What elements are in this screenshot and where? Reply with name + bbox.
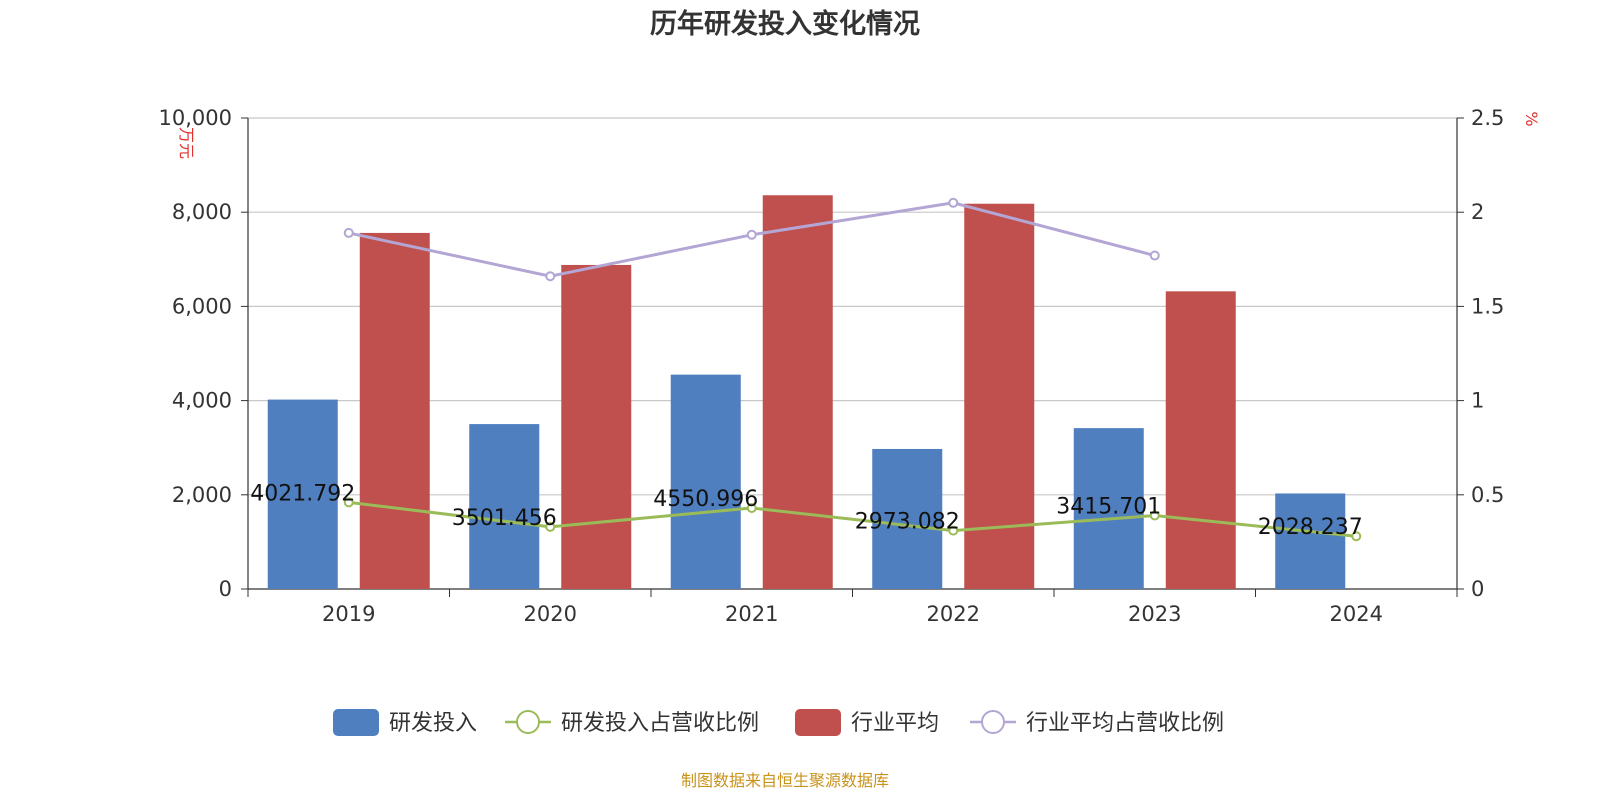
legend-swatch-marker	[981, 710, 1005, 734]
source-note: 制图数据来自恒生聚源数据库	[681, 771, 889, 790]
data-label: 3501.456	[452, 506, 557, 531]
legend-label: 行业平均占营收比例	[1026, 711, 1224, 736]
line-point	[746, 229, 757, 240]
x-tick-label: 2021	[725, 602, 778, 626]
axes: 0 2,000 4,000 6,000 8,000 10,000 0 0.5 1 1.5 2 2.5 万…	[159, 106, 1541, 626]
bar	[872, 448, 943, 589]
y-right-tick-label: 0	[1471, 577, 1484, 601]
bar	[267, 399, 338, 589]
legend-swatch	[795, 709, 841, 736]
line-point	[948, 197, 959, 208]
line-point	[545, 271, 556, 282]
line-point	[1149, 510, 1160, 521]
bar	[1073, 428, 1144, 589]
legend-label: 研发投入	[389, 711, 477, 736]
line-point	[343, 497, 354, 508]
line-point	[746, 502, 757, 513]
line-point	[343, 227, 354, 238]
x-tick-label: 2019	[322, 602, 375, 626]
x-tick-label: 2020	[524, 602, 577, 626]
line-point	[1351, 531, 1362, 542]
y-right-tick-label: 1.5	[1471, 294, 1504, 318]
y-right-tick-label: 1	[1471, 389, 1484, 413]
legend-swatch-marker	[516, 710, 540, 734]
y-left-tick-label: 0	[219, 577, 232, 601]
y-right-tick-label: 2.5	[1471, 106, 1504, 130]
bar	[964, 203, 1035, 590]
x-tick-label: 2022	[927, 602, 980, 626]
line-point	[545, 521, 556, 532]
bar	[1275, 493, 1346, 589]
line-point	[1149, 250, 1160, 261]
y-left-tick-label: 2,000	[172, 483, 232, 507]
bar	[670, 374, 741, 589]
bar	[1165, 291, 1236, 589]
legend-label: 研发投入占营收比例	[561, 711, 759, 736]
data-label: 2028.237	[1258, 515, 1363, 540]
y-left-unit-label: 万元	[177, 127, 196, 159]
grid	[248, 117, 1457, 496]
bar	[762, 195, 833, 589]
data-label: 2973.082	[855, 510, 960, 535]
data-label: 4021.792	[250, 481, 355, 506]
lines	[343, 197, 1362, 542]
bar	[359, 232, 430, 589]
legend: 研发投入 研发投入占营收比例 行业平均 行业平均占营收比例	[333, 709, 1224, 736]
legend-swatch	[333, 709, 379, 736]
bars	[267, 195, 1346, 590]
data-labels: 4021.792 3501.456 4550.996 2973.082 3415.701…	[250, 481, 1362, 540]
x-tick-label: 2023	[1128, 602, 1181, 626]
x-tick-label: 2024	[1330, 602, 1383, 626]
y-left-tick-label: 6,000	[172, 294, 232, 318]
y-left-tick-label: 4,000	[172, 389, 232, 413]
y-right-unit-label: %	[1522, 111, 1541, 126]
line-point	[948, 525, 959, 536]
y-left-tick-label: 8,000	[172, 200, 232, 224]
chart-title: 历年研发投入变化情况	[650, 8, 920, 40]
data-label: 4550.996	[653, 487, 758, 512]
legend-label: 行业平均	[851, 711, 939, 736]
bar	[561, 264, 632, 589]
bar	[469, 424, 540, 589]
y-right-tick-label: 2	[1471, 200, 1484, 224]
y-left-tick-label: 10,000	[159, 106, 232, 130]
data-label: 3415.701	[1056, 495, 1161, 520]
series-line	[348, 500, 1357, 538]
y-right-tick-label: 0.5	[1471, 483, 1504, 507]
